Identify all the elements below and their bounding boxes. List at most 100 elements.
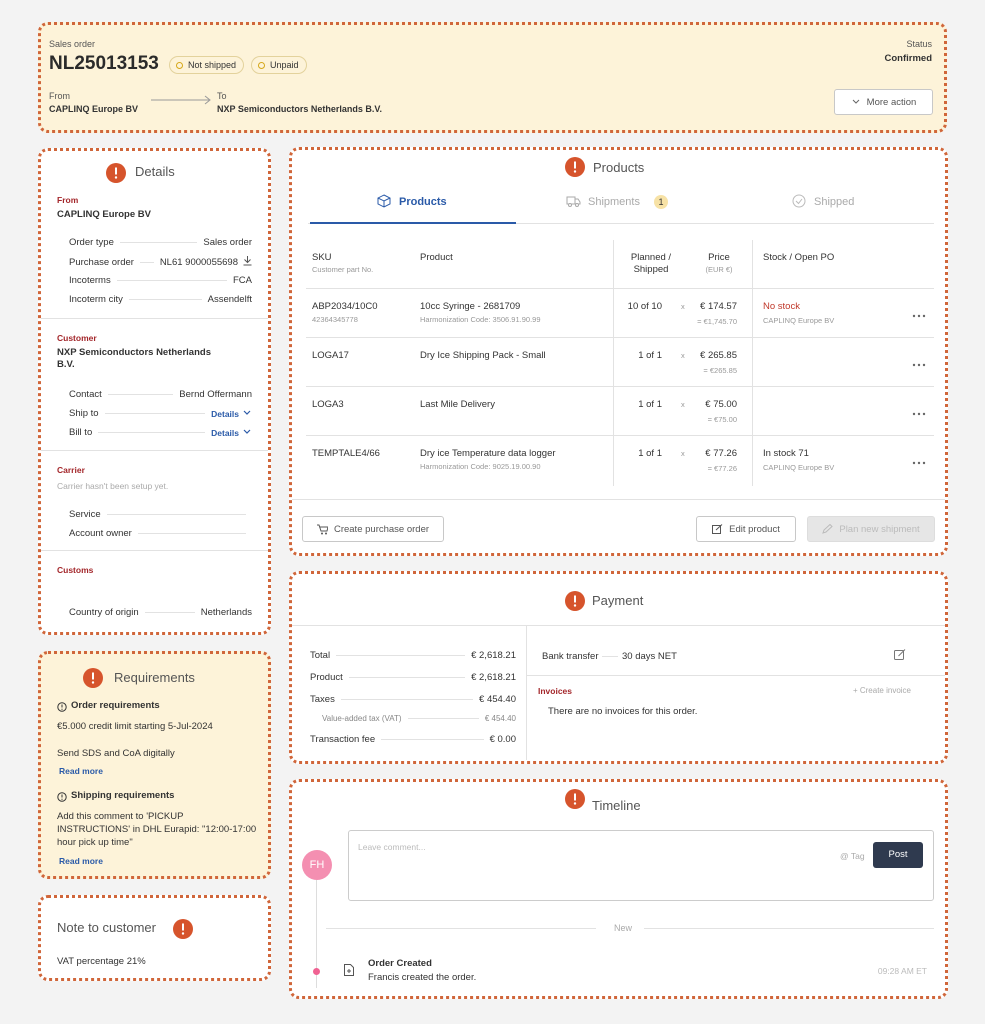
field-label: Ship to: [69, 408, 99, 419]
row-menu[interactable]: [912, 457, 926, 465]
button-icon: [712, 523, 723, 534]
event-title: Order Created: [368, 958, 432, 969]
multiply-sign: x: [681, 400, 685, 409]
row-menu[interactable]: [912, 310, 926, 318]
row-menu: [912, 363, 926, 367]
card-title: Note to customer: [57, 920, 156, 935]
divider: [526, 675, 945, 676]
text: CAPLINQ Europe BV: [49, 104, 139, 114]
field-value: € 454.40: [479, 694, 516, 705]
filler: [139, 262, 154, 263]
arrow: [151, 95, 211, 105]
column-subheader: (EUR €): [705, 265, 733, 274]
field-label: Taxes: [310, 694, 335, 705]
row-menu[interactable]: [912, 359, 926, 367]
post-button[interactable]: Post: [873, 842, 923, 868]
card-title: Products: [593, 160, 645, 175]
sku: TEMPTALE4/66: [312, 448, 380, 459]
text: VAT percentage 21%: [57, 956, 146, 967]
row-menu: [912, 412, 926, 416]
alert-icon: [565, 591, 585, 611]
stock: In stock 71: [763, 448, 809, 459]
text: Shipping requirements: [71, 790, 175, 801]
text: Confirmed: [884, 53, 933, 64]
tab-icon: [792, 194, 807, 208]
read-more-link[interactable]: Read more: [59, 856, 103, 866]
alert-icon: [105, 162, 127, 184]
price: € 77.26: [705, 448, 737, 459]
text: From: [49, 91, 70, 101]
filler: [104, 413, 206, 414]
stock-location: CAPLINQ Europe BV: [763, 316, 835, 325]
comment-box[interactable]: Leave comment... @ Tag Post: [348, 830, 934, 901]
button-icon: [822, 523, 834, 534]
row-menu: [912, 314, 926, 318]
row-menu[interactable]: [912, 408, 926, 416]
read-more-link[interactable]: Read more: [59, 766, 103, 776]
chevron: [242, 427, 252, 438]
field-label: Transaction fee: [310, 734, 376, 745]
divider: [602, 656, 618, 657]
divider-label: New: [614, 923, 633, 933]
field-value[interactable]: Details: [211, 408, 239, 419]
timeline-dot: [313, 968, 320, 975]
field-row: Purchase order NL61 9000055698: [69, 256, 252, 269]
alert-icon: [83, 668, 103, 688]
filler: [98, 432, 206, 433]
text: Invoices: [538, 686, 573, 696]
tab[interactable]: Products: [399, 196, 447, 208]
line-total: = €265.85: [703, 366, 737, 375]
price: € 265.85: [700, 350, 737, 361]
timeline-card: Timeline FH Leave comment... @ Tag Post New Or…: [289, 779, 948, 999]
price: € 75.00: [705, 399, 737, 410]
line-total: = €77.26: [707, 464, 737, 473]
field-value[interactable]: Details: [211, 427, 239, 438]
action-button[interactable]: Edit product: [696, 516, 796, 542]
field-value: Assendelft: [207, 294, 252, 305]
alert-icon: [565, 789, 585, 809]
multiply-sign: x: [681, 351, 685, 360]
button-label: Plan new shipment: [839, 523, 920, 535]
more-action-button[interactable]: More action: [834, 89, 933, 115]
field-row: Country of origin Netherlands: [69, 607, 252, 618]
text: Carrier: [57, 465, 85, 475]
tab[interactable]: Shipments: [588, 196, 640, 208]
note-card: Note to customer VAT percentage 21%: [38, 895, 271, 981]
field-row: Bill to Details: [69, 427, 252, 438]
field-value: Sales order: [203, 237, 252, 248]
text: From: [57, 195, 79, 205]
tab-icon: [566, 196, 581, 207]
column-header: Product: [420, 252, 453, 263]
text: To: [217, 91, 227, 101]
tab[interactable]: Shipped: [814, 196, 855, 208]
field-label: Incoterm city: [69, 294, 123, 305]
product-name: Dry Ice Shipping Pack - Small: [420, 350, 546, 361]
hs-code: Harmonization Code: 9025.19.00.90: [420, 462, 541, 471]
column-header: Planned / Shipped: [630, 252, 672, 276]
tab-icon: [377, 194, 392, 208]
button-label: Create purchase order: [333, 523, 430, 535]
action-button[interactable]: Create purchase order: [302, 516, 444, 542]
filler: [107, 394, 174, 395]
sku: ABP2034/10C0: [312, 301, 378, 312]
text: Bank transfer: [542, 651, 599, 662]
quantity: 1 of 1: [638, 448, 662, 459]
products-card: Products Products Shipments Shipped 1 SKU Cust…: [289, 147, 948, 556]
field-value: € 454.40: [484, 714, 516, 723]
column-header: SKU: [312, 252, 332, 263]
badge-dot: [258, 61, 265, 69]
field-label: Bill to: [69, 427, 93, 438]
line-total: = €1,745.70: [697, 317, 737, 326]
edit-icon[interactable]: [894, 649, 906, 661]
filler: [128, 299, 202, 300]
divider: [306, 435, 934, 436]
field-row: Account owner: [69, 528, 252, 539]
column-header: Stock / Open PO: [763, 252, 835, 263]
field-label: Order type: [69, 237, 114, 248]
card-title: Timeline: [592, 798, 641, 813]
button-icon: [316, 524, 328, 534]
create-invoice-link[interactable]: + Create invoice: [852, 686, 911, 695]
product-name: Last Mile Delivery: [420, 399, 495, 410]
payment-row: Product € 2,618.21: [310, 672, 516, 683]
